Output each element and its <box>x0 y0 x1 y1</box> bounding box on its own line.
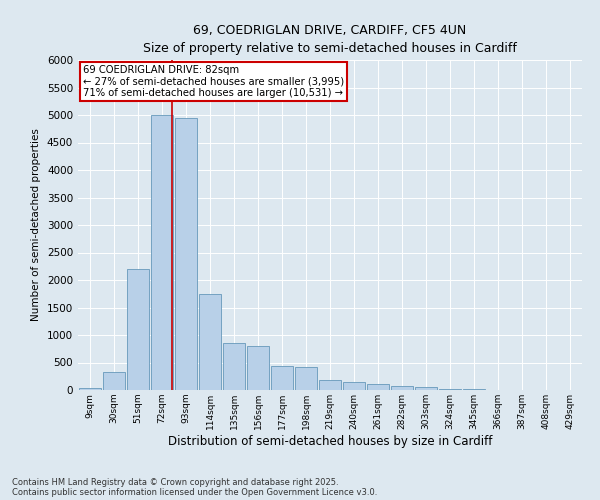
Bar <box>223 343 245 390</box>
Bar <box>343 382 365 390</box>
Text: Contains HM Land Registry data © Crown copyright and database right 2025.: Contains HM Land Registry data © Crown c… <box>12 478 338 487</box>
Bar <box>199 294 221 390</box>
Bar <box>415 387 437 390</box>
Bar <box>127 269 149 390</box>
Bar <box>319 380 341 390</box>
Bar <box>367 384 389 390</box>
Title: 69, COEDRIGLAN DRIVE, CARDIFF, CF5 4UN
Size of property relative to semi-detache: 69, COEDRIGLAN DRIVE, CARDIFF, CF5 4UN S… <box>143 24 517 54</box>
Bar <box>391 386 413 390</box>
Bar <box>151 115 173 390</box>
Bar <box>247 346 269 390</box>
Bar <box>175 118 197 390</box>
Bar <box>79 388 101 390</box>
Text: Contains public sector information licensed under the Open Government Licence v3: Contains public sector information licen… <box>12 488 377 497</box>
Bar <box>103 372 125 390</box>
X-axis label: Distribution of semi-detached houses by size in Cardiff: Distribution of semi-detached houses by … <box>168 434 492 448</box>
Bar <box>439 388 461 390</box>
Text: 69 COEDRIGLAN DRIVE: 82sqm
← 27% of semi-detached houses are smaller (3,995)
71%: 69 COEDRIGLAN DRIVE: 82sqm ← 27% of semi… <box>83 65 344 98</box>
Y-axis label: Number of semi-detached properties: Number of semi-detached properties <box>31 128 41 322</box>
Bar <box>271 366 293 390</box>
Bar <box>295 367 317 390</box>
